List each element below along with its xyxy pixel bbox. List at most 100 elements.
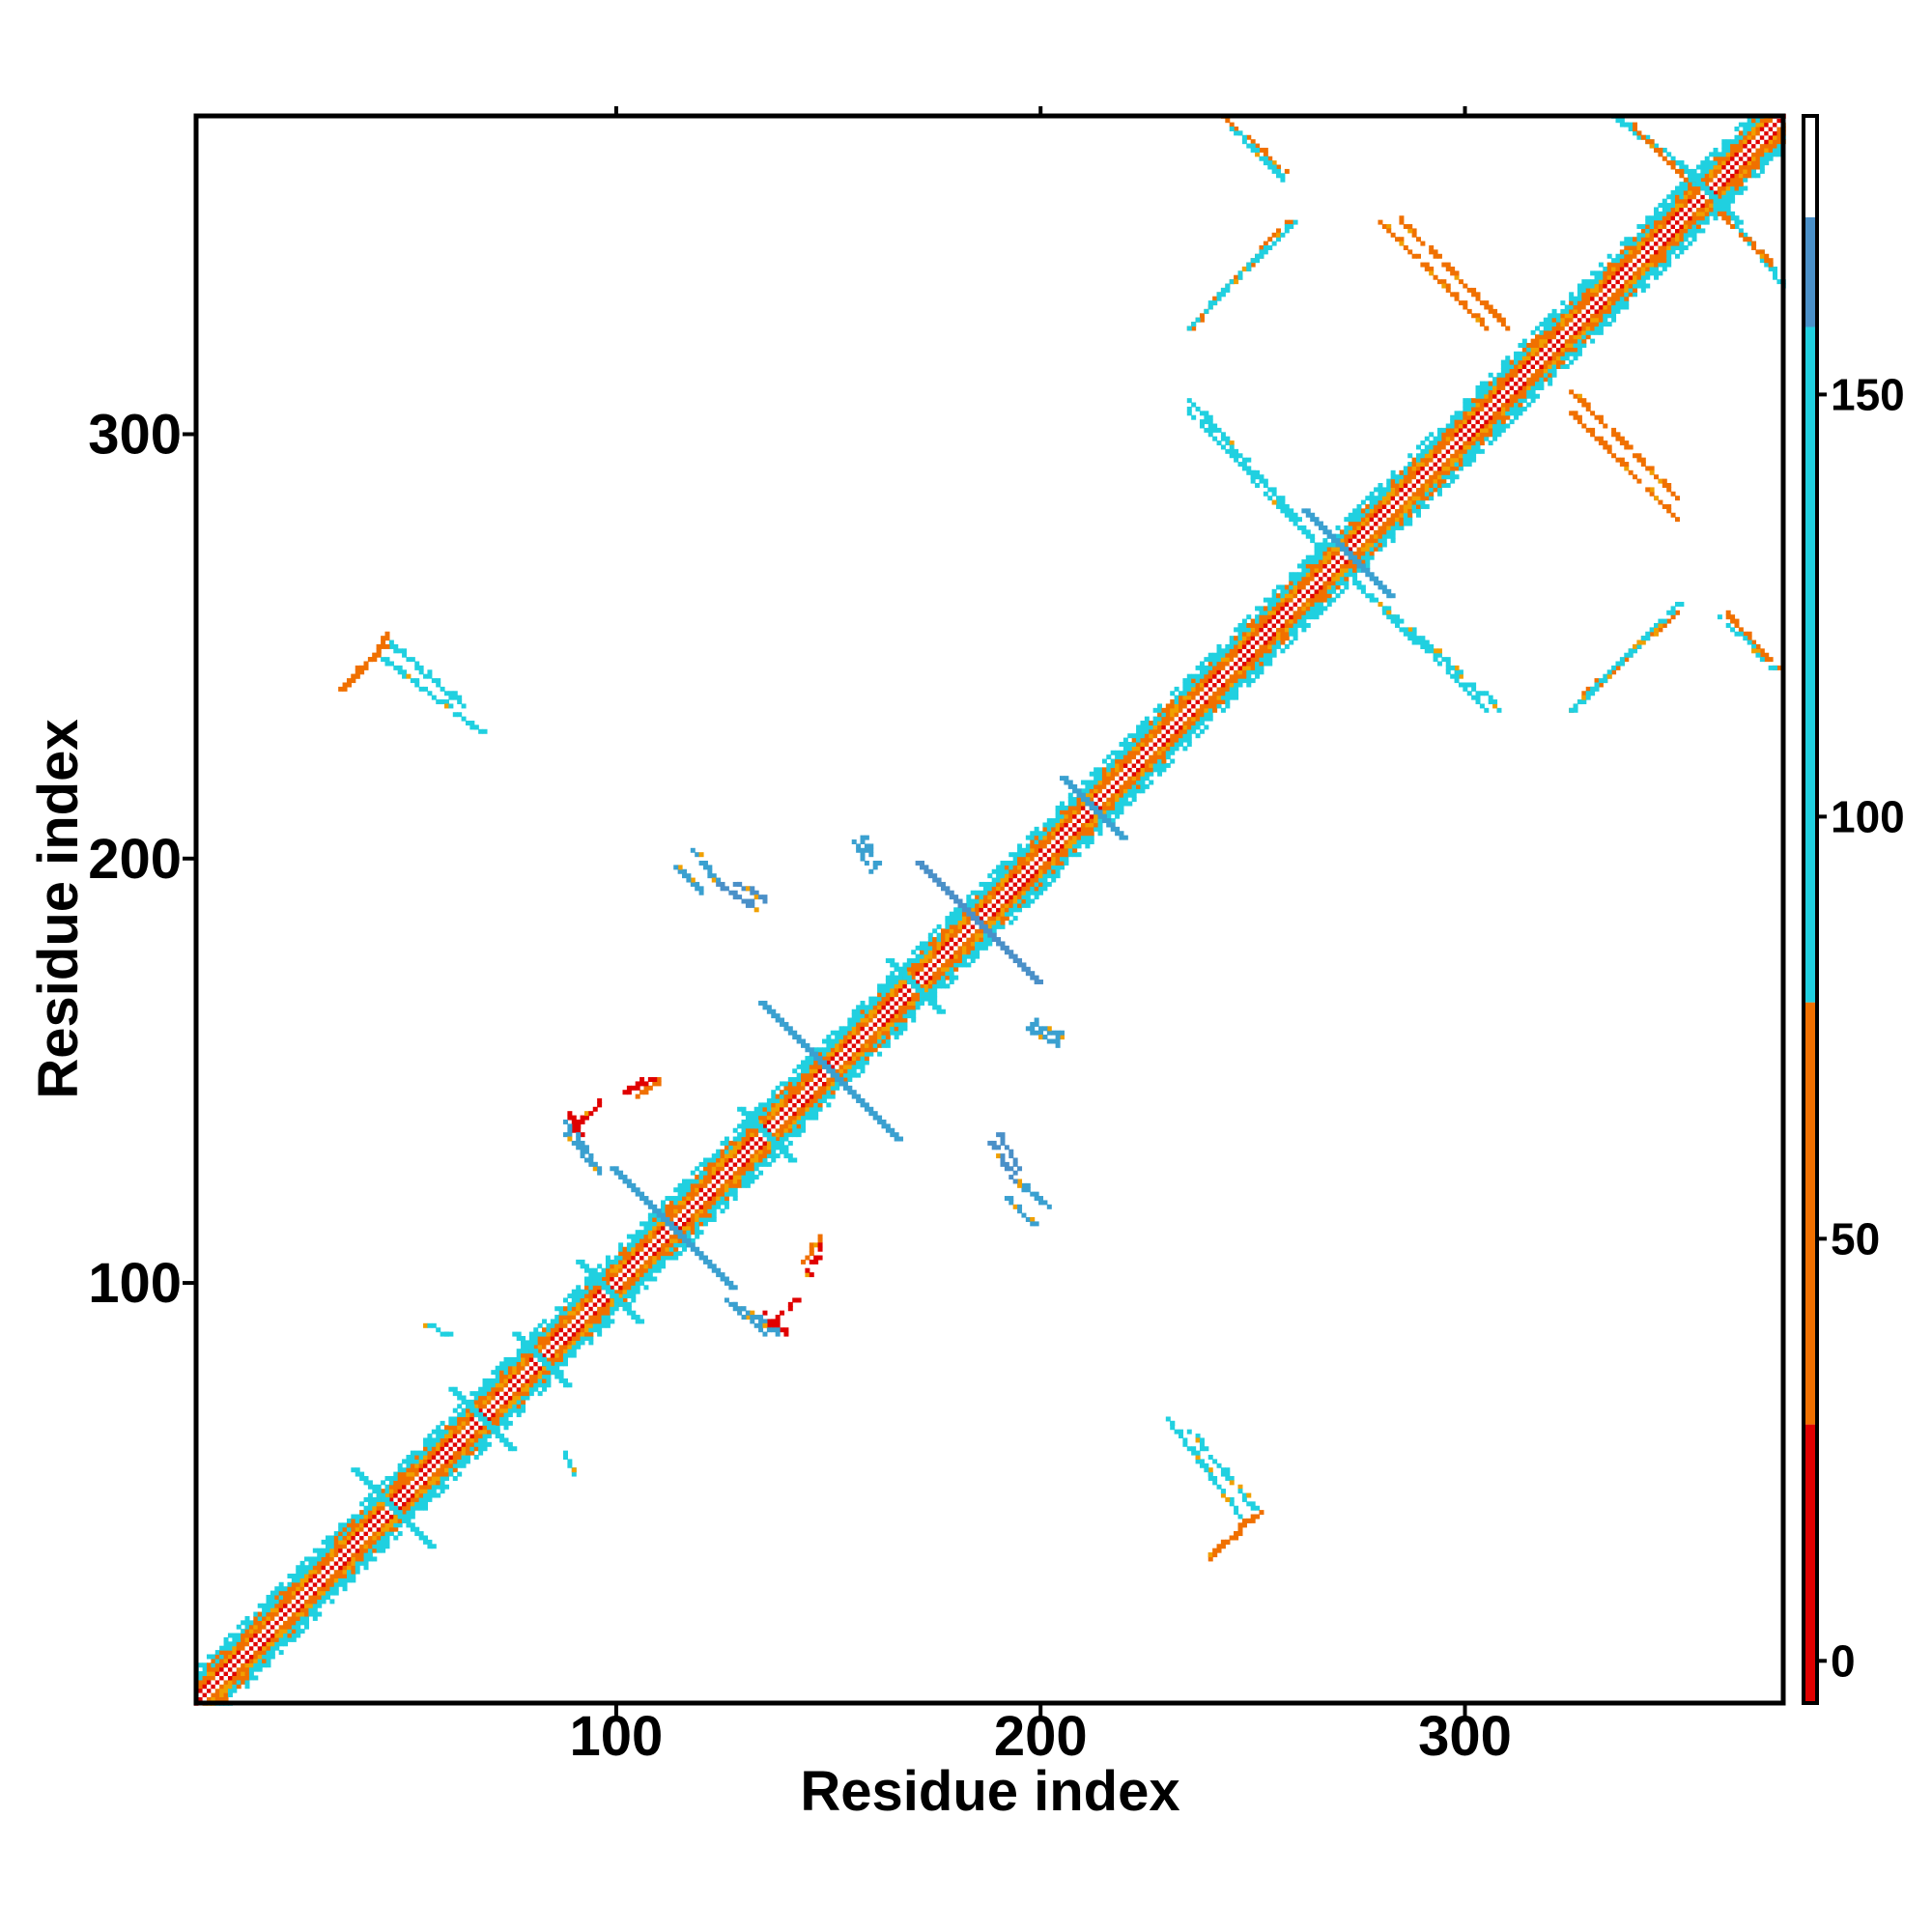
- diagonal-cell: [673, 1200, 679, 1206]
- diagonal-cell: [1149, 733, 1154, 739]
- diagonal-cell: [1496, 377, 1502, 383]
- diagonal-cell: [720, 1157, 725, 1163]
- diagonal-cell: [610, 1276, 615, 1282]
- diagonal-cell: [894, 1030, 899, 1036]
- diagonal-cell: [1012, 886, 1018, 892]
- diagonal-cell: [241, 1679, 246, 1685]
- diagonal-cell: [601, 1315, 607, 1321]
- diagonal-cell: [805, 1085, 810, 1091]
- diagonal-cell: [486, 1399, 492, 1405]
- diagonal-cell: [1360, 508, 1366, 514]
- diagonal-cell: [1067, 801, 1073, 807]
- diagonal-cell: [1216, 643, 1222, 649]
- diagonal-cell: [898, 979, 904, 984]
- diagonal-cell: [626, 1301, 632, 1307]
- diagonal-cell: [1407, 469, 1413, 475]
- diagonal-cell: [537, 1370, 543, 1376]
- diagonal-cell: [1331, 563, 1337, 569]
- diagonal-cell: [1395, 478, 1401, 484]
- diagonal-cell: [355, 1522, 360, 1528]
- diagonal-cell: [1374, 487, 1379, 493]
- diagonal-cell: [1369, 512, 1375, 518]
- diagonal-cell: [469, 1425, 475, 1431]
- diagonal-cell: [1161, 712, 1167, 718]
- diagonal-cell: [698, 1196, 704, 1202]
- diagonal-cell: [1585, 329, 1591, 335]
- diagonal-cell: [732, 1175, 738, 1180]
- diagonal-cell: [695, 1234, 700, 1239]
- diagonal-cell: [580, 1289, 585, 1294]
- diagonal-cell: [1433, 483, 1438, 488]
- diagonal-cell: [936, 979, 942, 984]
- diagonal-cell: [1220, 652, 1226, 658]
- diagonal-cell: [813, 1090, 819, 1095]
- diagonal-cell: [1259, 639, 1264, 645]
- diagonal-cell: [673, 1212, 679, 1218]
- diagonal-cell: [1250, 639, 1256, 645]
- diagonal-cell: [482, 1441, 488, 1447]
- diagonal-cell: [1335, 584, 1341, 590]
- diagonal-cell: [410, 1484, 415, 1490]
- diagonal-cell: [1539, 343, 1545, 349]
- diagonal-cell: [1229, 665, 1235, 670]
- diagonal-cell: [1429, 440, 1435, 446]
- diagonal-cell: [707, 1196, 713, 1202]
- diagonal-cell: [257, 1629, 263, 1634]
- diagonal-cell: [503, 1374, 509, 1379]
- diagonal-cell: [1386, 533, 1392, 539]
- diagonal-cell: [1234, 695, 1239, 700]
- diagonal-cell: [1344, 542, 1350, 548]
- diagonal-cell: [525, 1374, 530, 1379]
- diagonal-cell: [673, 1251, 679, 1257]
- diagonal-cell: [583, 1293, 589, 1299]
- diagonal-cell: [868, 1042, 874, 1048]
- diagonal-cell: [1136, 758, 1142, 764]
- diagonal-cell: [1229, 691, 1235, 696]
- diagonal-cell: [1017, 873, 1023, 879]
- diagonal-cell: [1161, 707, 1167, 713]
- diagonal-cell: [686, 1212, 692, 1218]
- diagonal-cell: [329, 1552, 335, 1558]
- diagonal-cell: [1407, 499, 1413, 505]
- diagonal-cell: [333, 1548, 339, 1553]
- diagonal-cell: [287, 1574, 293, 1578]
- diagonal-cell: [1030, 877, 1036, 883]
- diagonal-cell: [436, 1437, 441, 1443]
- diagonal-cell: [1191, 712, 1197, 718]
- diagonal-cell: [1110, 771, 1116, 777]
- diagonal-cell: [1471, 406, 1477, 412]
- diagonal-cell: [563, 1319, 568, 1324]
- diagonal-cell: [1255, 661, 1261, 667]
- diagonal-cell: [202, 1684, 208, 1690]
- diagonal-cell: [1204, 665, 1209, 670]
- diagonal-cell: [1267, 614, 1273, 620]
- diagonal-cell: [1475, 423, 1481, 429]
- diagonal-cell: [1237, 631, 1243, 637]
- diagonal-cell: [381, 1514, 386, 1520]
- diagonal-cell: [750, 1166, 755, 1172]
- diagonal-cell: [214, 1658, 220, 1663]
- diagonal-cell: [1484, 402, 1490, 408]
- diagonal-cell: [949, 971, 954, 977]
- diagonal-cell: [745, 1119, 751, 1124]
- diagonal-cell: [351, 1514, 356, 1520]
- diagonal-cell: [780, 1102, 785, 1108]
- diagonal-cell: [1064, 813, 1069, 819]
- diagonal-cell: [1059, 826, 1065, 832]
- diagonal-cell: [945, 937, 951, 943]
- diagonal-cell: [1204, 716, 1209, 722]
- diagonal-cell: [618, 1242, 624, 1248]
- diagonal-cell: [427, 1489, 433, 1494]
- diagonal-cell: [877, 987, 883, 993]
- diagonal-cell: [982, 890, 988, 895]
- diagonal-cell: [1335, 559, 1341, 565]
- diagonal-cell: [546, 1382, 552, 1388]
- diagonal-cell: [1411, 457, 1417, 463]
- diagonal-cell: [1297, 588, 1302, 594]
- diagonal-cell: [266, 1650, 271, 1656]
- diagonal-cell: [516, 1391, 522, 1397]
- diagonal-cell: [482, 1378, 488, 1383]
- diagonal-cell: [588, 1331, 594, 1337]
- diagonal-cell: [223, 1658, 229, 1663]
- diagonal-cell: [384, 1492, 390, 1498]
